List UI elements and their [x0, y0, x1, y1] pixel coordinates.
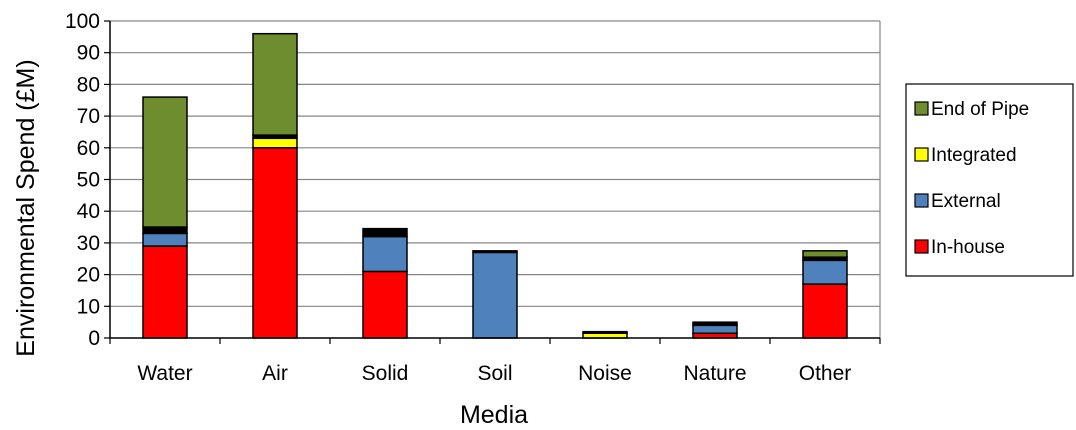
y-tick-label: 40: [77, 200, 100, 223]
x-axis-title: Media: [460, 401, 528, 429]
x-tick-label: Water: [137, 362, 192, 385]
bar-segment-external: [472, 251, 518, 339]
gridlines: [110, 20, 880, 307]
bar-segment-unlabelled: [472, 250, 518, 254]
y-tick-label: 50: [77, 169, 100, 192]
bar-segment-external: [692, 324, 738, 334]
y-tick-label: 20: [77, 264, 100, 287]
y-axis-ticks: 0 10 20 30 40 50 60 70 80 90 100: [65, 10, 110, 350]
bar-segment-external: [362, 235, 408, 273]
y-tick-label: 30: [77, 232, 100, 255]
bar-segment-in-house: [142, 245, 188, 339]
x-tick-label: Air: [262, 362, 288, 385]
legend-label: End of Pipe: [931, 99, 1029, 120]
bar-segment-unlabelled: [692, 321, 738, 327]
legend-label: Integrated: [931, 145, 1017, 166]
legend-label: External: [931, 191, 1001, 212]
legend-swatch: [914, 101, 929, 116]
bar-segment-external: [802, 259, 848, 285]
legend-frame: [905, 83, 1074, 277]
bar-segment-end-of-pipe: [142, 96, 188, 228]
bar-segment-unlabelled: [142, 226, 188, 235]
legend: End of Pipe Integrated External In-house: [905, 83, 1074, 277]
bar-segment-external: [142, 232, 188, 247]
x-tick-label: Noise: [578, 362, 632, 385]
y-tick-label: 10: [77, 295, 100, 318]
legend-swatch: [914, 147, 929, 162]
bar-segment-end-of-pipe: [252, 32, 298, 136]
bar-segment-in-house: [252, 147, 298, 339]
y-tick-label: 0: [88, 327, 100, 350]
bar-segment-unlabelled: [582, 330, 628, 334]
y-tick-label: 90: [77, 42, 100, 65]
legend-label: In-house: [931, 237, 1005, 258]
bar-segment-in-house: [362, 270, 408, 339]
y-tick-label: 80: [77, 73, 100, 96]
x-tick-label: Soil: [477, 362, 512, 385]
y-axis-title: Environmental Spend (£M): [12, 59, 40, 356]
x-tick-label: Other: [799, 362, 852, 385]
y-tick-label: 70: [77, 105, 100, 128]
bar-segment-in-house: [802, 283, 848, 339]
y-tick-label: 60: [77, 137, 100, 160]
x-tick-label: Solid: [362, 362, 409, 385]
x-tick-label: Nature: [683, 362, 746, 385]
axes: [109, 21, 881, 339]
bars: [142, 32, 848, 339]
bar-segment-integrated: [252, 137, 298, 149]
legend-swatch: [914, 239, 929, 254]
bar-segment-unlabelled: [362, 227, 408, 238]
legend-swatch: [914, 193, 929, 208]
bar-segment-end-of-pipe: [802, 250, 848, 258]
x-axis-ticks: Water Air Solid Soil Noise Nature Other: [109, 338, 881, 385]
y-tick-label: 100: [65, 10, 100, 33]
